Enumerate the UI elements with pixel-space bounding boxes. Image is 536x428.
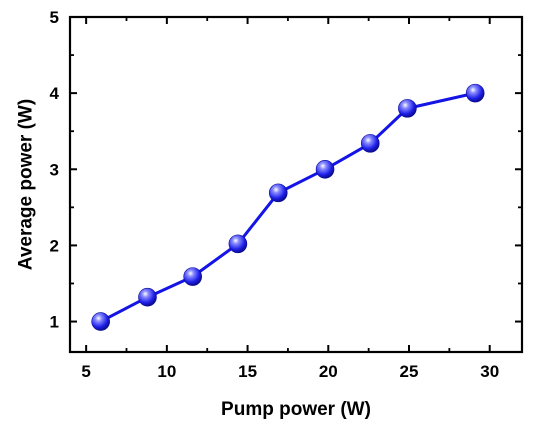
data-point — [138, 287, 157, 307]
x-tick-label: 25 — [400, 362, 419, 381]
y-tick-label: 3 — [50, 160, 59, 179]
y-tick-label: 2 — [50, 236, 59, 255]
data-point — [91, 312, 110, 331]
data-point — [465, 83, 485, 103]
x-tick-label: 15 — [238, 362, 257, 381]
data-point — [360, 134, 380, 153]
y-tick-label: 5 — [50, 8, 59, 27]
plot-frame — [68, 15, 524, 354]
x-tick-label: 20 — [319, 362, 338, 381]
y-tick-label: 1 — [50, 313, 59, 332]
x-tick-label: 5 — [81, 362, 90, 381]
data-point — [315, 159, 335, 179]
data-point — [398, 99, 417, 118]
series-line — [100, 91, 476, 323]
y-axis-label: Average power (W) — [16, 99, 37, 270]
axis-ticks — [70, 16, 522, 352]
series — [91, 83, 485, 331]
x-tick-label: 30 — [480, 362, 499, 381]
x-axis-label: Pump power (W) — [221, 399, 371, 420]
data-point — [268, 183, 288, 203]
data-point — [228, 234, 248, 254]
tick-labels: 5 10 15 20 25 30 1 2 3 4 5 — [50, 8, 500, 381]
y-tick-label: 4 — [50, 84, 60, 103]
x-tick-label: 10 — [157, 362, 176, 381]
data-point — [183, 267, 202, 286]
